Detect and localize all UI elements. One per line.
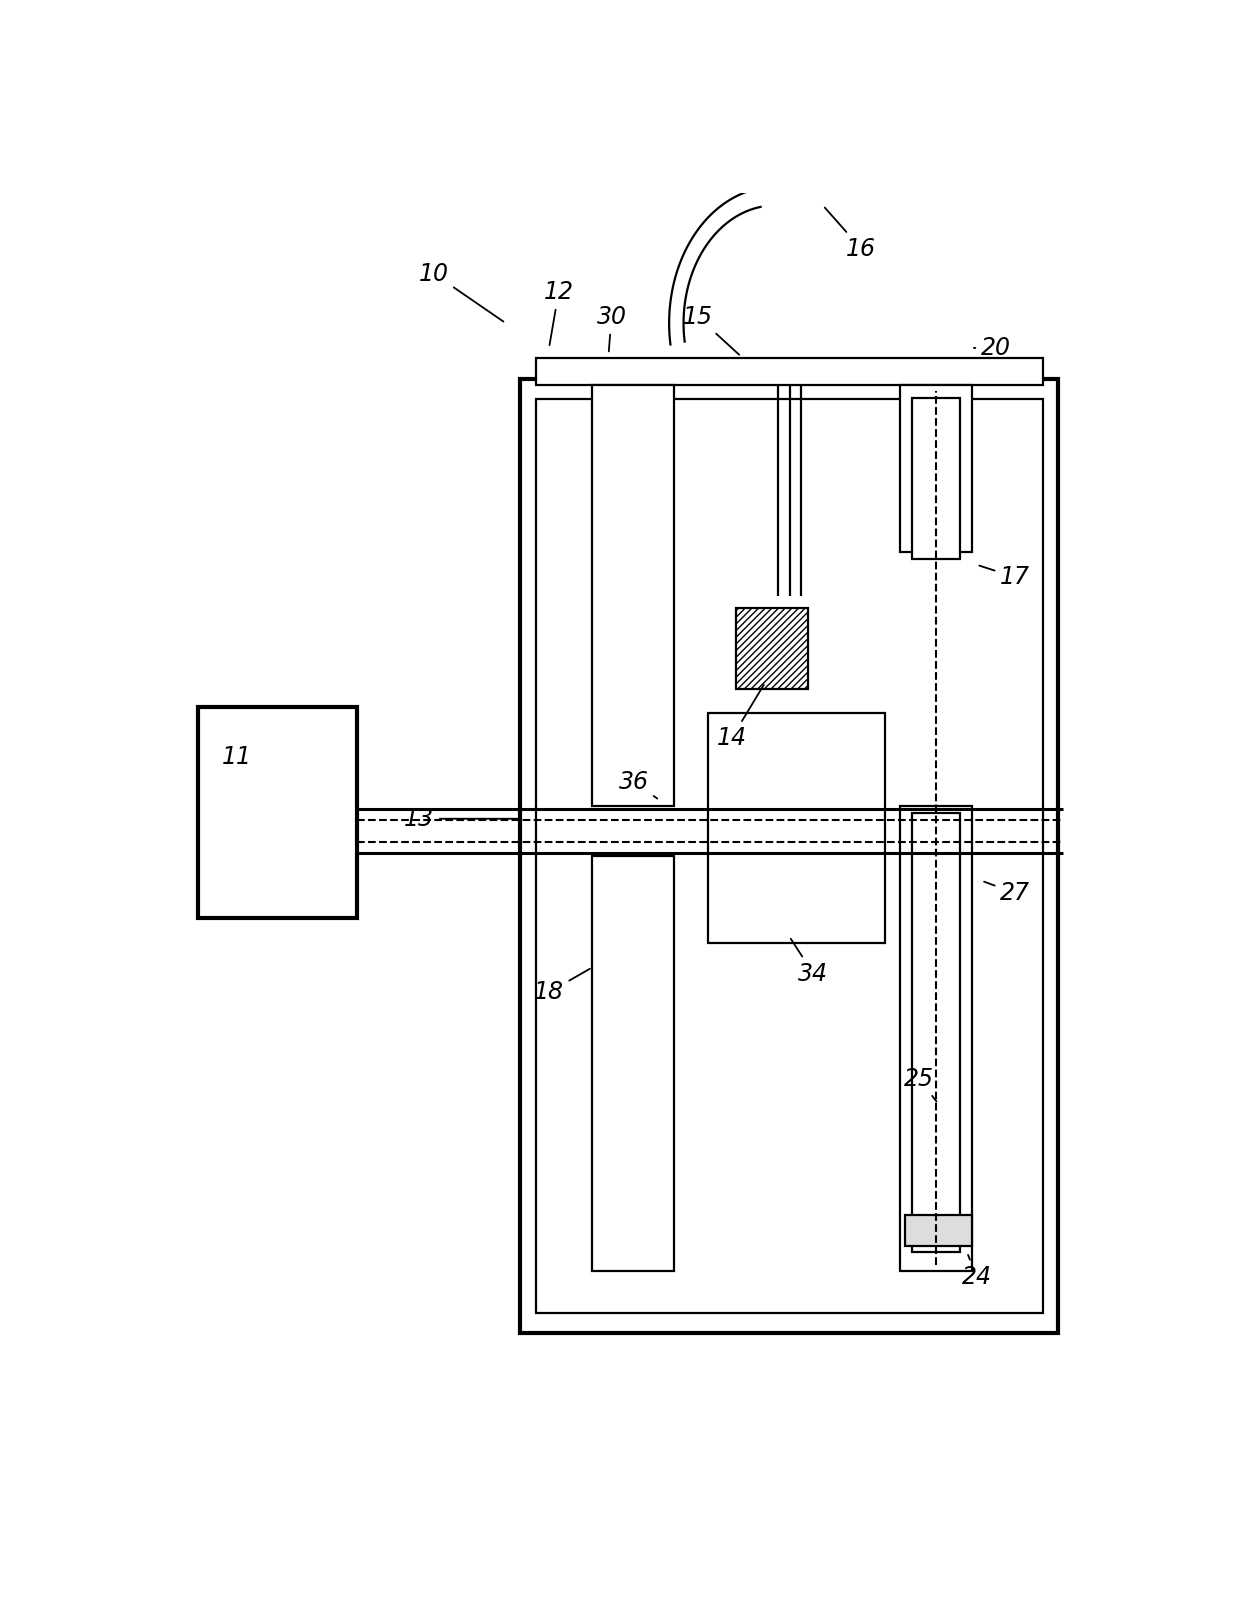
Text: 17: 17 bbox=[980, 565, 1030, 589]
Text: 16: 16 bbox=[825, 208, 877, 261]
Bar bbox=[536, 399, 1043, 1313]
Text: 14: 14 bbox=[717, 685, 764, 750]
Bar bbox=[905, 1215, 972, 1245]
Text: 12: 12 bbox=[543, 280, 574, 346]
Text: 11: 11 bbox=[222, 745, 252, 769]
Bar bbox=[198, 708, 357, 917]
Text: 36: 36 bbox=[619, 769, 657, 798]
Bar bbox=[913, 813, 960, 1252]
Bar bbox=[900, 806, 972, 1271]
Bar bbox=[900, 385, 972, 552]
Bar bbox=[536, 357, 1043, 385]
Text: 20: 20 bbox=[973, 336, 1011, 360]
Bar bbox=[708, 713, 885, 943]
Text: 25: 25 bbox=[904, 1067, 936, 1102]
Bar bbox=[593, 856, 675, 1271]
Text: 13: 13 bbox=[404, 806, 517, 830]
Text: 34: 34 bbox=[791, 938, 828, 986]
Text: 30: 30 bbox=[596, 306, 626, 351]
Text: 18: 18 bbox=[534, 969, 590, 1004]
Text: 24: 24 bbox=[962, 1255, 992, 1289]
Bar bbox=[593, 385, 675, 806]
Text: 10: 10 bbox=[419, 262, 503, 322]
Text: 15: 15 bbox=[683, 306, 739, 354]
Text: 27: 27 bbox=[985, 882, 1030, 906]
Bar bbox=[737, 608, 808, 689]
Bar bbox=[521, 380, 1059, 1332]
Bar bbox=[913, 397, 960, 558]
